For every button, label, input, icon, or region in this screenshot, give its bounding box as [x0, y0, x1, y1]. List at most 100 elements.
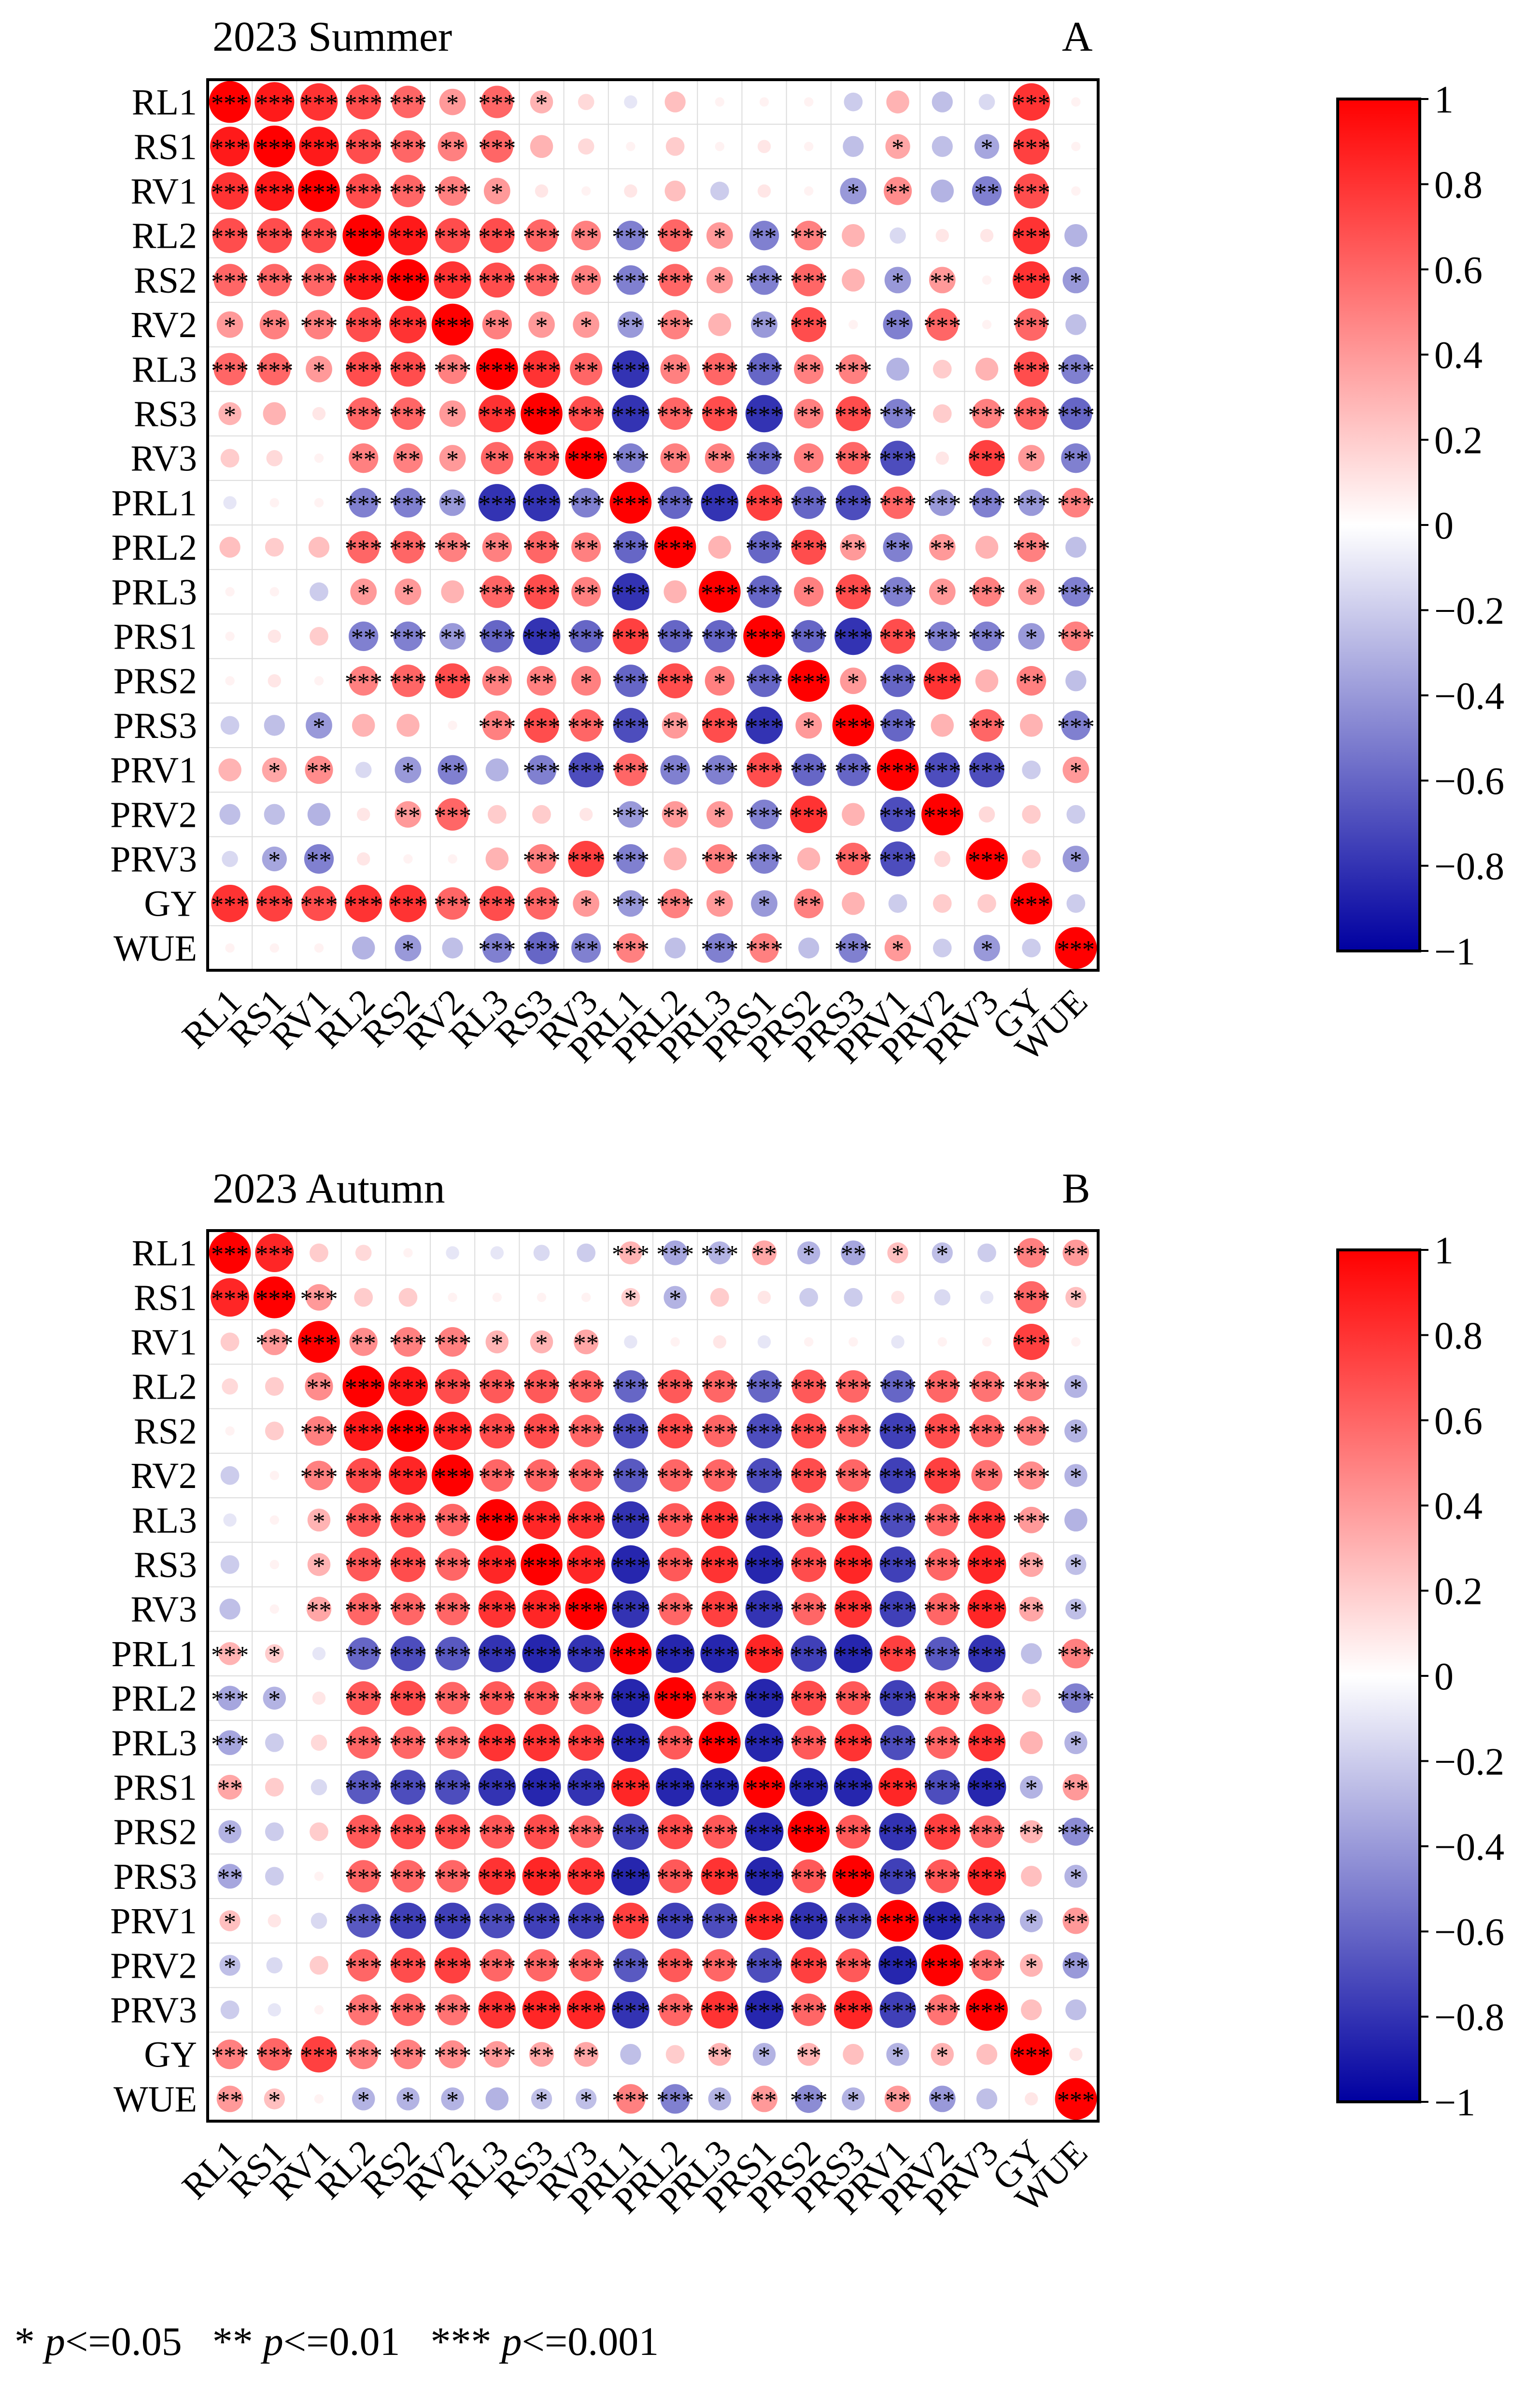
panel-b-sig-PRL3-PRV3: *** — [968, 1730, 1006, 1758]
panel-a-cell-RV2-RV2 — [431, 303, 474, 346]
panel-b-cell-PRL3-PRS2 — [791, 1726, 826, 1760]
panel-a-cell-RS3-RV3 — [568, 396, 604, 431]
panel-a-sig-PRL1-PRS2: *** — [790, 491, 828, 518]
panel-a-sig-PRL3-PRV3: *** — [968, 580, 1006, 607]
panel-b-cell-PRS2-RV1 — [310, 1822, 328, 1842]
panel-a-sig-PRL1-RV3: *** — [567, 491, 605, 518]
panel-a-cell-PRL3-PRV1 — [883, 577, 913, 607]
panel-b-sig-RV3-RS3: *** — [523, 1597, 561, 1625]
panel-b-sig-RV1-RL2: ** — [351, 1330, 376, 1358]
panel-b-cell-RS1-PRL3 — [710, 1288, 729, 1307]
panel-a-cell-RV2-PRL2 — [660, 310, 690, 340]
panel-a-sig-RL2-RL3: *** — [478, 224, 516, 251]
panel-b-cell-PRS1-PRL3 — [700, 1768, 739, 1807]
panel-b-sig-RL3-PRS1: *** — [746, 1508, 783, 1535]
panel-a-sig-PRS2-RL3: ** — [484, 669, 509, 696]
panel-b-cell-PRS2-RS3 — [524, 1814, 559, 1849]
panel-a-sig-PRS2-PRV1: *** — [879, 669, 917, 696]
panel-b-cell-WUE-PRV2 — [929, 2085, 956, 2112]
panel-a-cell-RS2-RV3 — [571, 265, 601, 295]
panel-b-cell-RS1-WUE — [1065, 1287, 1087, 1308]
panel-b-row-label: RV2 — [131, 1456, 198, 1496]
panel-a-cell-PRV1-RS1 — [262, 757, 287, 782]
panel-a-cell-PRS3-PRL3 — [702, 708, 737, 743]
panel-b-cell-RL2-PRV1 — [881, 1370, 914, 1403]
panel-a-sig-PRS1-PRV1: *** — [879, 624, 917, 652]
panel-b-sig-PRS2-RL1: * — [224, 1820, 236, 1847]
panel-b-sig-PRS1-RV3: *** — [567, 1775, 605, 1803]
panel-a-title: 2023 Summer — [212, 14, 452, 60]
panel-b-sig-RV3-PRV2: *** — [923, 1597, 961, 1625]
panel-b-colorbar-tick-label: 1 — [1434, 1230, 1454, 1272]
panel-b-row-label: PRS3 — [113, 1856, 197, 1897]
panel-a-cell-RV2-WUE — [1065, 314, 1087, 335]
panel-b-sig-GY-RS3: ** — [529, 2042, 554, 2070]
panel-b-cell-RS2-PRL2 — [657, 1413, 693, 1449]
panel-b-sig-RL2-PRV1: *** — [879, 1375, 917, 1402]
panel-b-sig-PRV3-PRV1: *** — [879, 1998, 917, 2026]
panel-b-cell-PRL1-RL3 — [478, 1635, 516, 1672]
panel-b-cell-RL2-RS1 — [265, 1377, 284, 1396]
panel-a-cell-RV3-RL3 — [480, 442, 513, 475]
panel-b-cell-RS1-PRS1 — [757, 1290, 771, 1304]
panel-b-sig-GY-RL2: *** — [345, 2042, 382, 2070]
panel-b-sig-RS3-PRL2: *** — [656, 1553, 694, 1580]
panel-b-colorbar-tick-label: −0.8 — [1434, 1997, 1504, 2039]
panel-a-sig-GY-RV3: * — [580, 892, 593, 919]
panel-b-cell-PRS2-PRV1 — [879, 1813, 917, 1851]
panel-a-cell-PRV1-WUE — [1062, 756, 1089, 783]
panel-b-cell-PRS3-RL2 — [347, 1860, 380, 1893]
panel-a-sig-RS2-RS1: *** — [255, 268, 293, 296]
panel-a-sig-PRL1-PRL3: *** — [701, 491, 738, 518]
panel-b-cell-RV2-GY — [1017, 1461, 1046, 1490]
panel-a-cell-RS1-RS3 — [530, 135, 553, 158]
panel-a-cell-PRV3-PRS3 — [837, 842, 870, 876]
panel-a-row-label: RS3 — [134, 394, 197, 435]
panel-a-cell-RV2-RS1 — [259, 310, 289, 340]
panel-a-sig-WUE-PRL1: *** — [612, 936, 650, 964]
panel-b-cell-RL1-RS3 — [533, 1245, 550, 1261]
panel-b-sig-PRL3-PRV1: *** — [879, 1730, 917, 1758]
panel-b-cell-RL2-PRL3 — [703, 1370, 736, 1403]
panel-b-cell-RV1-PRL1 — [624, 1335, 637, 1349]
panel-a-cell-PRS2-PRV1 — [881, 665, 914, 697]
panel-a-sig-RS2-RV1: *** — [300, 268, 338, 296]
panel-b-sig-RV3-PRL3: *** — [701, 1597, 738, 1625]
panel-b-sig-RV2-WUE: * — [1070, 1463, 1082, 1491]
panel-a-cell-RV2-PRV3 — [982, 320, 992, 329]
panel-b-cell-PRL2-PRV1 — [879, 1680, 916, 1716]
panel-b-sig-RL1-PRV2: * — [936, 1241, 948, 1268]
panel-b-sig-RL1-RL1: *** — [211, 1241, 249, 1268]
panel-a-cell-RS2-PRL1 — [616, 265, 646, 295]
panel-a-cell-RS2-RV1 — [302, 264, 336, 297]
panel-a-cell-GY-RL3 — [480, 886, 515, 921]
panel-b-cell-PRS1-PRV2 — [925, 1770, 960, 1805]
panel-a-sig-PRV3-WUE: * — [1070, 847, 1082, 875]
panel-a-sig-RL3-RV3: ** — [574, 357, 599, 384]
panel-b-cell-PRS3-PRL1 — [611, 1856, 650, 1896]
panel-b-sig-RS3-PRL3: *** — [701, 1553, 738, 1580]
panel-b-cell-RV2-PRL2 — [659, 1459, 692, 1492]
panel-a-sig-RS1-GY: *** — [1013, 134, 1050, 162]
panel-a-sig-PRL1-PRL2: *** — [656, 491, 694, 518]
panel-b-sig-RL2-PRL1: *** — [612, 1375, 650, 1402]
panel-a-cell-PRL3-RS2 — [395, 578, 422, 605]
panel-a-cell-RV1-RS3 — [535, 184, 549, 198]
panel-b-sig-PRL3-RL3: *** — [478, 1730, 516, 1758]
panel-a-sig-PRV1-PRL2: ** — [663, 758, 688, 785]
panel-a-cell-RS3-RL1 — [218, 402, 241, 425]
panel-a-sig-RV1-RV1: *** — [300, 179, 338, 207]
panel-b-cell-PRV3-PRL3 — [701, 1991, 739, 2029]
panel-b-cell-RS2-RS3 — [524, 1413, 559, 1449]
panel-b-sig-RV3-GY: ** — [1019, 1597, 1044, 1625]
panel-b-cell-PRL2-RS1 — [263, 1686, 286, 1710]
panel-a-cell-PRS2-RV1 — [314, 676, 324, 686]
panel-a-sig-WUE-RV3: ** — [574, 936, 599, 964]
panel-a-colorbar-tick-label: 0.4 — [1434, 334, 1483, 377]
panel-a-cell-RL2-PRV2 — [935, 228, 949, 242]
panel-b-sig-GY-PRS1: * — [758, 2042, 771, 2070]
panel-a-sig-PRS2-RV2: *** — [434, 669, 471, 696]
panel-b-sig-PRS2-PRS1: *** — [746, 1820, 783, 1847]
panel-b-cell-RS2-WUE — [1064, 1419, 1088, 1443]
panel-b-cell-RL1-PRV2 — [932, 1242, 953, 1263]
